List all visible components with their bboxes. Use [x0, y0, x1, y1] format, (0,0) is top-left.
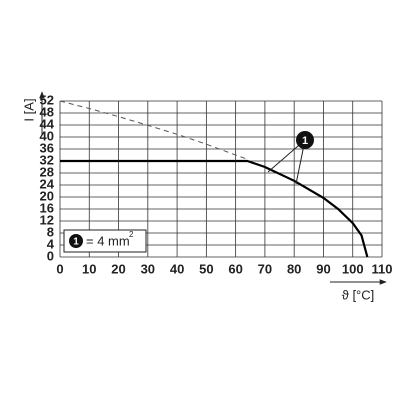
x-tick-label: 20: [111, 261, 125, 276]
y-axis-title: I [A]: [21, 98, 36, 121]
legend-superscript: 2: [129, 230, 134, 239]
y-tick-label: 16: [40, 200, 54, 215]
y-tick-label: 12: [40, 212, 54, 227]
x-tick-label: 100: [342, 261, 364, 276]
y-tick-label: 36: [40, 140, 54, 155]
x-tick-label: 50: [199, 261, 213, 276]
x-tick-label: 80: [287, 261, 301, 276]
x-tick-label: 30: [141, 261, 155, 276]
y-tick-label: 28: [40, 164, 54, 179]
x-tick-label: 40: [170, 261, 184, 276]
y-tick-label: 8: [47, 224, 54, 239]
y-tick-label: 4: [47, 236, 55, 251]
x-tick-label: 70: [258, 261, 272, 276]
x-tick-label: 0: [56, 261, 63, 276]
legend-text: = 4 mm: [86, 233, 130, 248]
x-tick-label: 10: [82, 261, 96, 276]
y-tick-label: 24: [40, 176, 55, 191]
legend-marker-text: 1: [73, 237, 79, 248]
legend-marker: [69, 234, 83, 248]
x-tick-label: 90: [316, 261, 330, 276]
lines: [59, 100, 369, 258]
y-tick-label: 0: [47, 248, 54, 263]
y-tick-label: 40: [40, 128, 54, 143]
x-tick-label: 110: [372, 261, 393, 276]
y-tick-label: 32: [40, 152, 54, 167]
series-line: [59, 100, 248, 160]
x-axis-title: ϑ [°C]: [342, 287, 375, 302]
legend-box: [63, 229, 147, 253]
y-tick-label: 52: [40, 92, 54, 107]
x-tick-label: 60: [228, 261, 242, 276]
callout-text: 1: [302, 135, 308, 147]
y-tick-label: 20: [40, 188, 54, 203]
y-tick-label: 48: [40, 104, 54, 119]
callout-marker: [296, 131, 314, 149]
y-tick-label: 44: [40, 116, 55, 131]
series-line: [60, 159, 369, 258]
